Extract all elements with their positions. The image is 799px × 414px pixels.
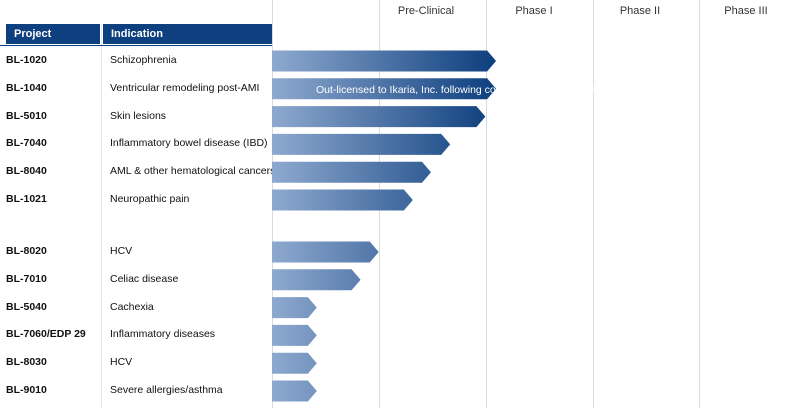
gridline <box>593 0 594 408</box>
column-separator <box>101 24 102 408</box>
project-id: BL-7040 <box>6 137 47 150</box>
project-id: BL-8020 <box>6 245 47 257</box>
progress-bar <box>272 50 497 72</box>
progress-bar <box>272 133 451 155</box>
phase-label-phase-2: Phase II <box>619 5 661 17</box>
gridline <box>486 0 487 408</box>
indication-label: Ventricular remodeling post-AMI <box>110 81 260 94</box>
progress-bar <box>272 269 361 291</box>
indication-label: HCV <box>110 245 133 257</box>
project-id: BL-8040 <box>6 165 47 178</box>
phase-label-preclinical: Pre-Clinical <box>397 5 455 17</box>
project-id: BL-1020 <box>6 54 47 66</box>
project-id: BL-9010 <box>6 384 47 396</box>
project-id: BL-1021 <box>6 193 47 205</box>
phase-label-phase-1: Phase I <box>515 5 553 17</box>
bar-annotation: Out-licensed to Ikaria, Inc. following c… <box>316 84 594 96</box>
progress-bar <box>272 189 413 211</box>
indication-label: AML & other hematological cancers <box>110 165 276 178</box>
indication-label: Schizophrenia <box>110 54 177 66</box>
project-id: BL-7060/EDP 29 <box>6 328 86 341</box>
progress-bar <box>272 324 317 346</box>
indication-label: Inflammatory bowel disease (IBD) <box>110 137 268 150</box>
project-id: BL-8030 <box>6 356 47 369</box>
indication-label: Skin lesions <box>110 109 167 122</box>
phase-label-phase-3: Phase III <box>724 5 768 17</box>
progress-bar <box>272 161 431 183</box>
indication-label: HCV <box>110 356 133 369</box>
header-indication: Indication <box>103 24 272 44</box>
progress-bar <box>272 241 379 263</box>
progress-bar <box>272 380 317 402</box>
project-id: BL-5010 <box>6 109 47 122</box>
header-project: Project <box>6 24 100 44</box>
progress-bar <box>272 297 317 319</box>
indication-label: Inflammatory diseases <box>110 328 216 341</box>
indication-label: Cachexia <box>110 300 154 313</box>
indication-label: Neuropathic pain <box>110 193 190 205</box>
progress-bar <box>272 352 317 374</box>
header-underline <box>0 45 272 46</box>
progress-bar <box>272 78 497 100</box>
indication-label: Celiac disease <box>110 272 179 285</box>
indication-label: Severe allergies/asthma <box>110 384 223 396</box>
project-id: BL-7010 <box>6 272 47 285</box>
gridline <box>699 0 700 408</box>
project-id: BL-1040 <box>6 81 47 94</box>
project-id: BL-5040 <box>6 300 47 313</box>
progress-bar <box>272 106 486 128</box>
